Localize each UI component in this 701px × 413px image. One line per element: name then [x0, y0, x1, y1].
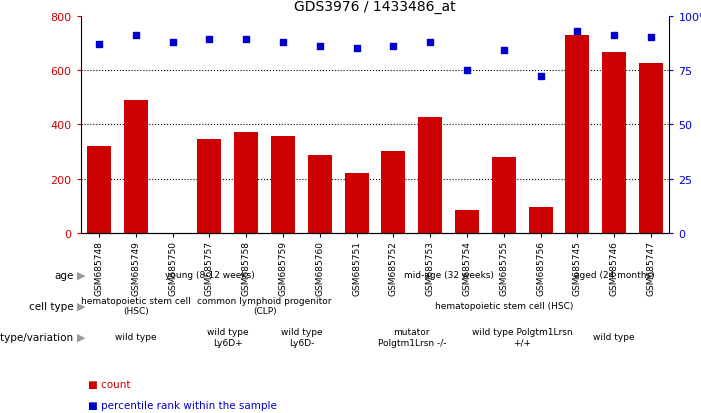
- Text: wild type
Ly6D+: wild type Ly6D+: [207, 328, 249, 347]
- Text: ▶: ▶: [77, 332, 86, 342]
- Title: GDS3976 / 1433486_at: GDS3976 / 1433486_at: [294, 0, 456, 14]
- Text: cell type: cell type: [29, 301, 74, 311]
- Text: wild type
Ly6D-: wild type Ly6D-: [280, 328, 322, 347]
- Text: ■ count: ■ count: [88, 379, 130, 389]
- Point: [608, 33, 620, 39]
- Text: aged (24 months): aged (24 months): [574, 271, 655, 280]
- Bar: [639, 64, 663, 233]
- Bar: [345, 174, 369, 233]
- Bar: [234, 133, 258, 233]
- Point: [572, 28, 583, 35]
- Text: ▶: ▶: [77, 270, 86, 280]
- Point: [388, 43, 399, 50]
- Bar: [566, 36, 590, 233]
- Bar: [529, 208, 552, 233]
- Point: [130, 33, 142, 39]
- Text: wild type: wild type: [594, 332, 635, 342]
- Bar: [418, 118, 442, 233]
- Point: [461, 67, 472, 74]
- Text: common lymphoid progenitor
(CLP): common lymphoid progenitor (CLP): [198, 297, 332, 316]
- Point: [646, 35, 657, 42]
- Text: wild type: wild type: [115, 332, 156, 342]
- Point: [240, 37, 252, 44]
- Point: [314, 43, 325, 50]
- Point: [167, 39, 178, 46]
- Text: young (8-12 weeks): young (8-12 weeks): [165, 271, 254, 280]
- Text: age: age: [54, 270, 74, 280]
- Text: mid-age (32 weeks): mid-age (32 weeks): [404, 271, 494, 280]
- Bar: [381, 152, 405, 233]
- Text: hematopoietic stem cell (HSC): hematopoietic stem cell (HSC): [435, 301, 573, 311]
- Point: [425, 39, 436, 46]
- Bar: [308, 156, 332, 233]
- Text: genotype/variation: genotype/variation: [0, 332, 74, 342]
- Point: [535, 74, 546, 81]
- Bar: [198, 140, 222, 233]
- Point: [351, 46, 362, 52]
- Bar: [87, 147, 111, 233]
- Point: [93, 41, 104, 48]
- Bar: [492, 157, 516, 233]
- Bar: [271, 137, 295, 233]
- Bar: [124, 100, 148, 233]
- Text: hematopoietic stem cell
(HSC): hematopoietic stem cell (HSC): [81, 297, 191, 316]
- Text: ▶: ▶: [77, 301, 86, 311]
- Point: [204, 37, 215, 44]
- Text: wild type Polgtm1Lrsn
+/+: wild type Polgtm1Lrsn +/+: [472, 328, 573, 347]
- Point: [278, 39, 289, 46]
- Bar: [602, 53, 626, 233]
- Point: [498, 48, 510, 55]
- Text: ■ percentile rank within the sample: ■ percentile rank within the sample: [88, 400, 276, 410]
- Text: mutator
Polgtm1Lrsn -/-: mutator Polgtm1Lrsn -/-: [378, 328, 446, 347]
- Bar: [455, 210, 479, 233]
